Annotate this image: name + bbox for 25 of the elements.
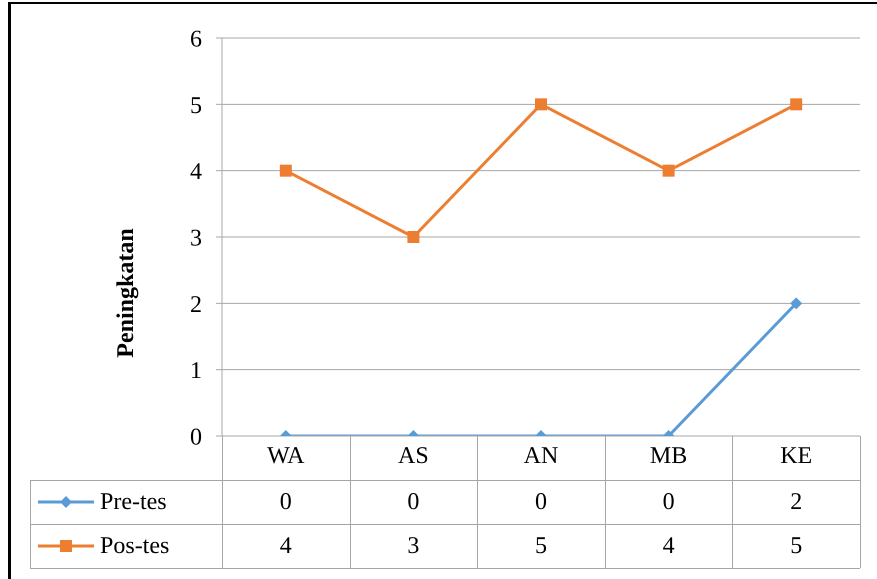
y-tick-label: 2 (190, 292, 202, 318)
x-tick-label: MB (650, 443, 688, 470)
y-tick-label: 3 (190, 226, 202, 252)
y-tick-label: 1 (190, 358, 202, 384)
data-label: 2 (789, 488, 804, 516)
x-tick-label: AN (524, 443, 558, 470)
data-label: 4 (662, 532, 676, 560)
y-tick-label: 0 (190, 424, 202, 451)
legend-label: Pos-tes (100, 532, 170, 560)
y-tick-label: 4 (190, 159, 202, 186)
x-tick-label: WA (267, 443, 306, 470)
y-tick-label: 6 (190, 26, 202, 53)
data-label: 5 (534, 532, 548, 560)
legend-label: Pre-tes (100, 488, 167, 516)
data-label: 0 (278, 488, 293, 516)
data-label: 0 (534, 488, 548, 516)
data-label: 0 (406, 488, 420, 516)
data-label: 5 (789, 532, 804, 560)
data-label: 3 (406, 532, 420, 560)
data-label: 0 (662, 488, 676, 516)
x-tick-label: KE (780, 443, 812, 470)
x-tick-label: AS (398, 443, 429, 470)
data-label: 4 (278, 532, 293, 560)
y-axis-title: Peningkatan (113, 228, 139, 358)
y-tick-label: 5 (190, 92, 202, 119)
